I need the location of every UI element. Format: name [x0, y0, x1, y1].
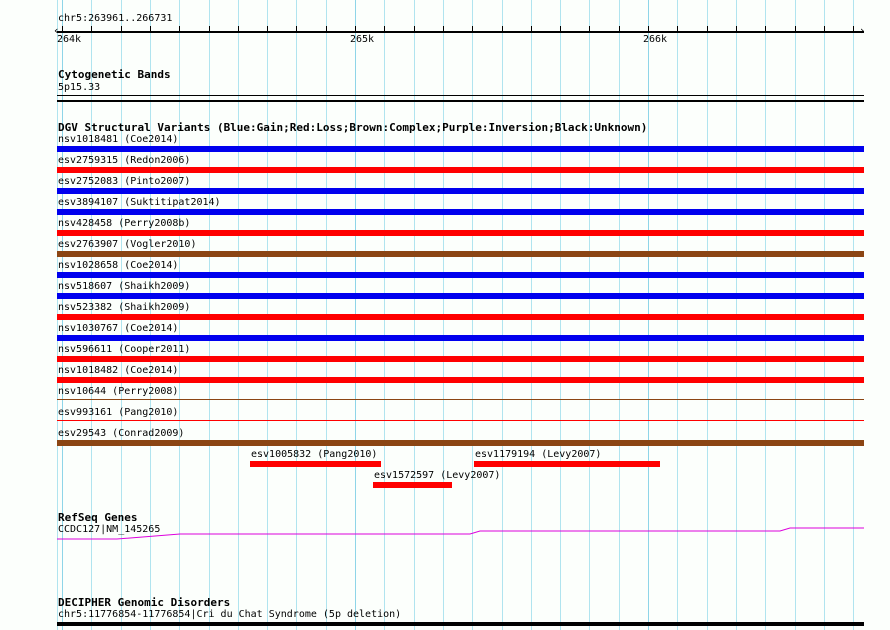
variant-bar[interactable]: [474, 461, 660, 467]
pan-left-arrow-icon[interactable]: ‹: [54, 24, 59, 37]
ruler-tick: [150, 26, 151, 33]
ruler-tick: [589, 26, 590, 33]
ruler-tick: [531, 26, 532, 33]
variant-label[interactable]: nsv428458 (Perry2008b): [58, 218, 191, 229]
variant-label[interactable]: esv993161 (Pang2010): [58, 407, 179, 418]
pan-right-arrow-icon[interactable]: ›: [860, 24, 865, 37]
variant-bar[interactable]: [57, 314, 864, 320]
ruler-tick-label: 265k: [350, 34, 375, 45]
refseq-gene-label[interactable]: CCDC127|NM_145265: [58, 524, 161, 535]
variant-bar[interactable]: [57, 399, 864, 400]
variant-label[interactable]: nsv518607 (Shaikh2009): [58, 281, 191, 292]
dgv-structural-variants-title: DGV Structural Variants (Blue:Gain;Red:L…: [58, 121, 648, 134]
decipher-genomic-disorders-title: DECIPHER Genomic Disorders: [58, 596, 231, 609]
ruler-tick: [121, 26, 122, 33]
ruler-tick: [472, 26, 473, 33]
ruler-tick: [443, 26, 444, 33]
ruler-tick: [179, 26, 180, 33]
ruler-tick: [267, 26, 268, 33]
ruler-tick: [384, 26, 385, 33]
refseq-gene-model[interactable]: [0, 522, 890, 552]
variant-label[interactable]: nsv1028658 (Coe2014): [58, 260, 179, 271]
variant-bar[interactable]: [57, 420, 864, 421]
cytogenetic-bands-title: Cytogenetic Bands: [58, 68, 171, 81]
variant-label[interactable]: esv1005832 (Pang2010): [251, 449, 378, 460]
variant-label[interactable]: nsv1018481 (Coe2014): [58, 134, 179, 145]
ruler-tick: [824, 26, 825, 33]
cytogenetic-band-label[interactable]: 5p15.33: [58, 82, 101, 93]
ruler-tick: [355, 26, 356, 33]
ruler-tick: [560, 26, 561, 33]
variant-label[interactable]: nsv596611 (Cooper2011): [58, 344, 191, 355]
variant-label[interactable]: esv1179194 (Levy2007): [475, 449, 602, 460]
ruler-tick: [209, 26, 210, 33]
variant-label[interactable]: nsv523382 (Shaikh2009): [58, 302, 191, 313]
ruler-tick: [765, 26, 766, 33]
locus-label: chr5:263961..266731: [58, 13, 173, 24]
variant-bar[interactable]: [57, 230, 864, 236]
ruler-tick: [648, 26, 649, 33]
variant-bar[interactable]: [57, 356, 864, 362]
ruler-tick: [502, 26, 503, 33]
variant-label[interactable]: nsv10644 (Perry2008): [58, 386, 179, 397]
ruler-tick: [91, 26, 92, 33]
ruler-tick-label: 264k: [57, 34, 82, 45]
variant-bar[interactable]: [57, 293, 864, 299]
variant-label[interactable]: esv2752083 (Pinto2007): [58, 176, 191, 187]
variant-bar[interactable]: [57, 188, 864, 194]
ruler-tick: [296, 26, 297, 33]
ruler-tick: [62, 26, 63, 33]
ruler-tick: [707, 26, 708, 33]
ruler-tick: [238, 26, 239, 33]
variant-bar[interactable]: [57, 251, 864, 257]
variant-bar[interactable]: [57, 272, 864, 278]
variant-label[interactable]: esv2763907 (Vogler2010): [58, 239, 197, 250]
variant-label[interactable]: nsv1018482 (Coe2014): [58, 365, 179, 376]
variant-bar[interactable]: [57, 377, 864, 383]
variant-bar[interactable]: [57, 335, 864, 341]
variant-label[interactable]: esv3894107 (Suktitipat2014): [58, 197, 221, 208]
ruler-tick: [736, 26, 737, 33]
ruler-tick: [853, 26, 854, 33]
variant-label[interactable]: nsv1030767 (Coe2014): [58, 323, 179, 334]
ruler-tick: [795, 26, 796, 33]
variant-bar[interactable]: [57, 146, 864, 152]
variant-bar[interactable]: [250, 461, 381, 467]
cytoband-track-top-rule: [57, 95, 864, 96]
ruler-tick-label: 266k: [643, 34, 668, 45]
ruler-tick: [677, 26, 678, 33]
variant-label[interactable]: esv29543 (Conrad2009): [58, 428, 185, 439]
decipher-entry-label[interactable]: chr5:11776854-11776854|Cri du Chat Syndr…: [58, 609, 402, 620]
variant-bar[interactable]: [57, 167, 864, 173]
variant-bar[interactable]: [373, 482, 452, 488]
ruler-tick: [326, 26, 327, 33]
refseq-genes-title: RefSeq Genes: [58, 511, 138, 524]
cytoband-track-bottom-rule: [57, 100, 864, 102]
variant-bar[interactable]: [57, 209, 864, 215]
decipher-region-bar[interactable]: [57, 622, 864, 626]
variant-label[interactable]: esv2759315 (Redon2006): [58, 155, 191, 166]
ruler-axis-line: [57, 31, 864, 33]
ruler-tick: [414, 26, 415, 33]
variant-bar[interactable]: [57, 440, 864, 446]
ruler-tick: [619, 26, 620, 33]
variant-label[interactable]: esv1572597 (Levy2007): [374, 470, 501, 481]
